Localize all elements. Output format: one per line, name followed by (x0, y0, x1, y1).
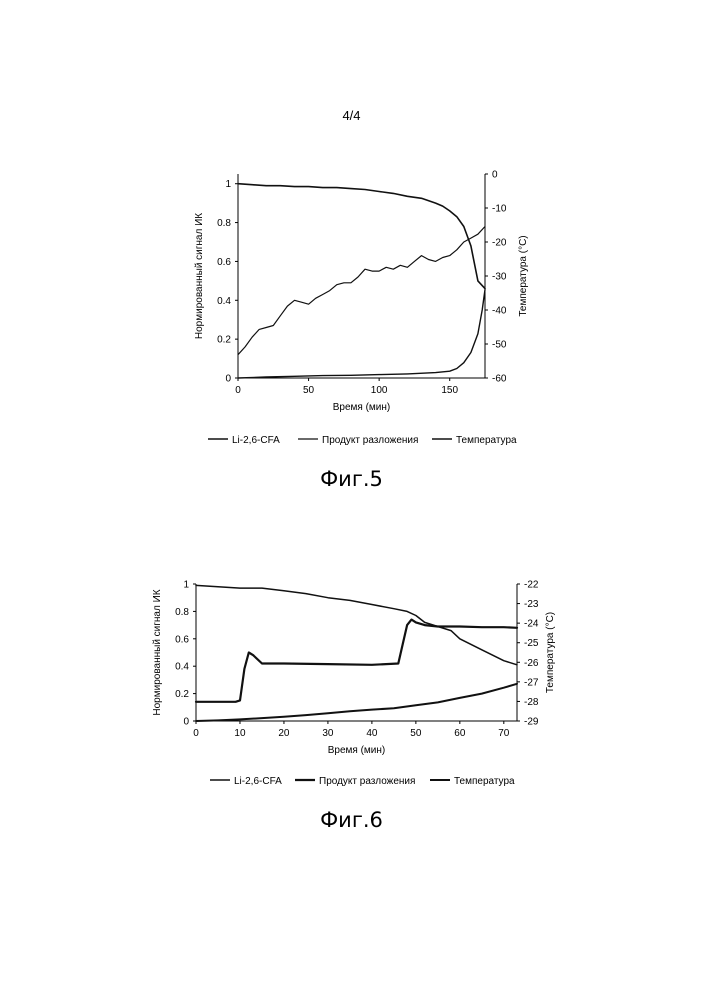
y2-tick-label: -30 (492, 272, 507, 283)
x-axis-label: Время (мин) (333, 402, 391, 413)
figure-6-chart: 0 10 20 30 40 50 60 70 0 0.2 0.4 0.6 0.8 1 -22 -23 -24 -2… (140, 572, 560, 792)
legend-label: Li-2,6-CFA (234, 776, 282, 787)
y2-tick-label: -50 (492, 340, 507, 351)
x-tick-label: 50 (410, 728, 422, 739)
y2-tick-label: -27 (524, 677, 539, 688)
series-line-3 (196, 684, 517, 721)
x-tick-label: 30 (322, 728, 334, 739)
series-line-3 (238, 290, 485, 378)
legend-label: Температура (454, 776, 515, 787)
x-tick-label: 60 (454, 728, 466, 739)
y2-tick-label: -24 (524, 619, 539, 630)
y2-tick-label: -25 (524, 638, 539, 649)
x-tick-label: 70 (498, 728, 510, 739)
y2-tick-label: -22 (524, 580, 539, 591)
y-tick-label: 0.8 (175, 607, 189, 618)
y2-tick-label: -10 (492, 204, 507, 215)
legend-label: Продукт разложения (319, 776, 415, 787)
y-tick-label: 0 (183, 717, 189, 728)
y2-axis-label: Температура (°C) (545, 612, 556, 693)
y-tick-label: 0.4 (217, 296, 231, 307)
figure-5-chart: 0 50 100 150 0 0.2 0.4 0.6 0.8 1 0 -10 -20 -30 -40 -50 -… (180, 160, 560, 450)
x-tick-label: 150 (441, 385, 458, 396)
y-tick-label: 0.2 (217, 335, 231, 346)
y2-tick-label: -40 (492, 306, 507, 317)
y2-tick-label: -29 (524, 717, 539, 728)
legend-label: Продукт разложения (322, 435, 418, 446)
y2-tick-label: -23 (524, 599, 539, 610)
x-tick-label: 10 (234, 728, 246, 739)
y-tick-label: 0.2 (175, 689, 189, 700)
series-line-1 (196, 585, 517, 664)
figure-5-caption: Фиг.5 (0, 467, 703, 491)
y2-axis-label: Температура (°C) (518, 235, 529, 316)
x-tick-label: 50 (303, 385, 315, 396)
y2-tick-label: -20 (492, 238, 507, 249)
y-tick-label: 1 (225, 179, 231, 190)
y-axis-label: Нормированный сигнал ИК (152, 589, 163, 715)
x-tick-label: 40 (366, 728, 378, 739)
x-tick-label: 0 (235, 385, 241, 396)
y2-tick-label: 0 (492, 170, 498, 181)
legend-label: Li-2,6-CFA (232, 435, 280, 446)
legend-label: Температура (456, 435, 517, 446)
x-axis-label: Время (мин) (328, 745, 386, 756)
y-axis-label: Нормированный сигнал ИК (194, 213, 205, 339)
x-tick-label: 20 (278, 728, 290, 739)
x-tick-label: 0 (193, 728, 199, 739)
y-tick-label: 0.6 (175, 634, 189, 645)
y2-tick-label: -60 (492, 374, 507, 385)
figure-6-caption: Фиг.6 (0, 808, 703, 832)
y-tick-label: 0.8 (217, 218, 231, 229)
y-tick-label: 1 (183, 580, 189, 591)
y2-tick-label: -26 (524, 658, 539, 669)
series-line-2 (196, 620, 517, 702)
y-tick-label: 0.6 (217, 257, 231, 268)
page-number: 4/4 (0, 108, 703, 123)
x-tick-label: 100 (371, 385, 388, 396)
y2-tick-label: -28 (524, 697, 539, 708)
y-tick-label: 0 (225, 374, 231, 385)
y-tick-label: 0.4 (175, 662, 189, 673)
series-line-2 (238, 227, 485, 355)
